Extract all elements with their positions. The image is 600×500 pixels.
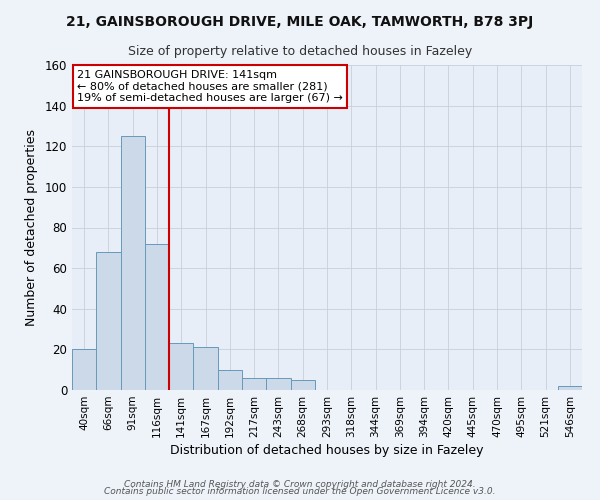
Bar [72,350,96,390]
Bar [558,386,582,390]
Text: Size of property relative to detached houses in Fazeley: Size of property relative to detached ho… [128,45,472,58]
Bar [266,378,290,390]
Bar [96,252,121,390]
Text: 21 GAINSBOROUGH DRIVE: 141sqm
← 80% of detached houses are smaller (281)
19% of : 21 GAINSBOROUGH DRIVE: 141sqm ← 80% of d… [77,70,343,103]
Bar [290,380,315,390]
Text: Contains HM Land Registry data © Crown copyright and database right 2024.: Contains HM Land Registry data © Crown c… [124,480,476,489]
Bar [218,370,242,390]
Bar [121,136,145,390]
Text: 21, GAINSBOROUGH DRIVE, MILE OAK, TAMWORTH, B78 3PJ: 21, GAINSBOROUGH DRIVE, MILE OAK, TAMWOR… [67,15,533,29]
X-axis label: Distribution of detached houses by size in Fazeley: Distribution of detached houses by size … [170,444,484,457]
Bar [193,348,218,390]
Text: Contains public sector information licensed under the Open Government Licence v3: Contains public sector information licen… [104,488,496,496]
Bar [145,244,169,390]
Y-axis label: Number of detached properties: Number of detached properties [25,129,38,326]
Bar [169,344,193,390]
Bar [242,378,266,390]
